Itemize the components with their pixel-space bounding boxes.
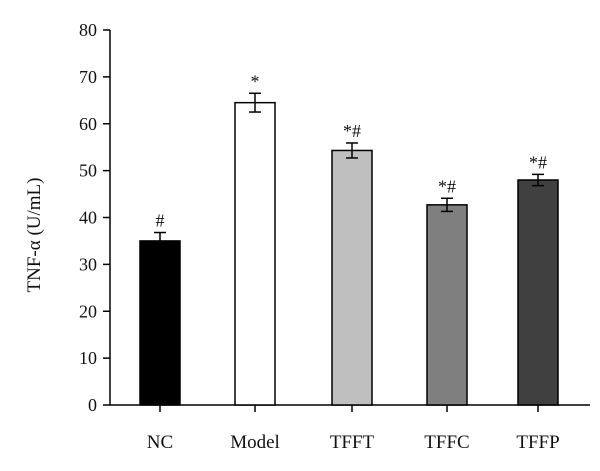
annotation-nc: # xyxy=(156,211,165,231)
y-tick-label: 80 xyxy=(79,20,97,40)
y-tick-label: 20 xyxy=(79,301,97,321)
y-tick-label: 40 xyxy=(79,208,97,228)
error-bar-tfft xyxy=(346,142,358,159)
y-tick-label: 10 xyxy=(79,348,97,368)
x-tick-label-tffc: TFFC xyxy=(424,432,469,453)
x-tick-label-tffp: TFFP xyxy=(516,432,559,453)
annotation-tffc: *# xyxy=(438,176,456,196)
annotation-model: * xyxy=(251,71,260,91)
error-bar-nc xyxy=(154,231,166,251)
y-tick-label: 50 xyxy=(79,161,97,181)
error-bar-tffp xyxy=(532,173,544,187)
bar-model xyxy=(234,101,276,406)
annotation-tfft: *# xyxy=(343,121,361,141)
y-tick-label: 60 xyxy=(79,114,97,134)
y-tick-label: 70 xyxy=(79,67,97,87)
bar-tfft xyxy=(331,149,373,406)
y-ticks: 0 10 20 30 40 50 60 70 80 xyxy=(79,20,110,415)
x-tick-label-nc: NC xyxy=(147,432,173,453)
y-axis-label: TNF-α (U/mL) xyxy=(24,178,45,293)
annotation-tffp: *# xyxy=(529,152,547,172)
bars xyxy=(139,101,559,406)
y-tick-label: 30 xyxy=(79,254,97,274)
x-tick-label-tfft: TFFT xyxy=(330,432,375,453)
bar-tffp xyxy=(517,179,559,406)
y-tick-label: 0 xyxy=(88,395,97,415)
x-tick-label-model: Model xyxy=(230,432,280,453)
error-bars xyxy=(154,92,544,251)
error-bar-tffc xyxy=(441,197,453,213)
x-ticks: NC Model TFFT TFFC TFFP xyxy=(147,405,560,453)
error-bar-model xyxy=(249,92,261,113)
bar-tffc xyxy=(426,204,468,406)
significance-annotations: # * *# *# *# xyxy=(156,71,548,230)
bar-nc xyxy=(139,240,181,406)
